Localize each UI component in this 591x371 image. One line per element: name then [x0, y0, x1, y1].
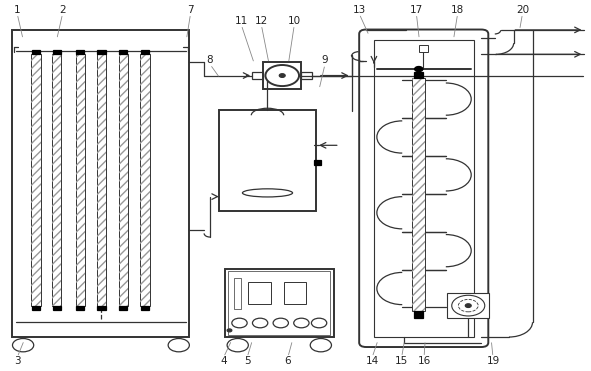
Bar [119, 50, 128, 54]
Circle shape [465, 304, 471, 308]
Bar [76, 54, 85, 306]
Circle shape [227, 338, 248, 352]
Text: 9: 9 [322, 55, 328, 65]
Bar [141, 54, 150, 306]
Text: 11: 11 [235, 16, 248, 26]
Circle shape [310, 338, 332, 352]
Bar [314, 160, 321, 165]
Bar [76, 306, 85, 310]
Text: 8: 8 [207, 55, 213, 65]
Text: 2: 2 [59, 5, 66, 15]
Text: 4: 4 [220, 356, 227, 366]
Bar [141, 54, 150, 306]
Text: 15: 15 [395, 356, 408, 366]
Bar [141, 50, 150, 54]
Bar [32, 306, 40, 310]
Circle shape [415, 66, 423, 72]
Bar [97, 54, 106, 306]
Text: 7: 7 [187, 5, 194, 15]
Text: 5: 5 [244, 356, 251, 366]
Bar [52, 54, 61, 306]
Text: 3: 3 [14, 356, 21, 366]
Bar [252, 72, 263, 79]
Text: 10: 10 [288, 16, 301, 26]
Circle shape [452, 295, 485, 316]
Text: 1: 1 [14, 5, 21, 15]
Bar [53, 50, 61, 54]
Bar [119, 54, 128, 306]
Text: 13: 13 [353, 5, 366, 15]
Bar [248, 282, 271, 304]
Text: 18: 18 [451, 5, 465, 15]
Bar [374, 39, 474, 337]
Ellipse shape [242, 189, 293, 197]
Bar [76, 50, 85, 54]
Bar [32, 50, 40, 54]
Text: 12: 12 [255, 16, 268, 26]
Bar [284, 282, 306, 304]
Bar [263, 62, 301, 89]
Bar [228, 271, 330, 335]
Circle shape [12, 338, 34, 352]
FancyBboxPatch shape [359, 30, 488, 347]
Bar [52, 54, 61, 306]
Circle shape [273, 318, 288, 328]
Circle shape [311, 318, 327, 328]
Circle shape [459, 299, 478, 312]
Text: 19: 19 [486, 356, 499, 366]
Bar [413, 78, 425, 311]
Bar [98, 306, 106, 310]
Circle shape [265, 65, 299, 86]
Bar [413, 78, 425, 311]
Bar [76, 54, 85, 306]
Bar [419, 45, 427, 52]
Text: 16: 16 [417, 356, 431, 366]
Circle shape [168, 338, 189, 352]
Bar [12, 30, 189, 337]
Bar [414, 72, 423, 78]
Bar [225, 269, 334, 337]
Bar [219, 110, 316, 211]
Circle shape [232, 318, 247, 328]
Bar [31, 54, 41, 306]
Bar [98, 50, 106, 54]
Bar [301, 72, 312, 79]
Bar [97, 54, 106, 306]
Bar [119, 306, 128, 310]
Circle shape [252, 318, 268, 328]
Circle shape [294, 318, 309, 328]
Bar [233, 278, 241, 309]
Bar [447, 293, 489, 318]
Bar [53, 306, 61, 310]
Text: 6: 6 [284, 356, 291, 366]
Bar [141, 306, 150, 310]
Bar [31, 54, 41, 306]
Circle shape [227, 329, 232, 332]
Text: 17: 17 [410, 5, 423, 15]
Bar [119, 54, 128, 306]
Text: 14: 14 [365, 356, 379, 366]
Circle shape [280, 74, 285, 78]
Bar [414, 311, 423, 318]
Text: 20: 20 [516, 5, 529, 15]
